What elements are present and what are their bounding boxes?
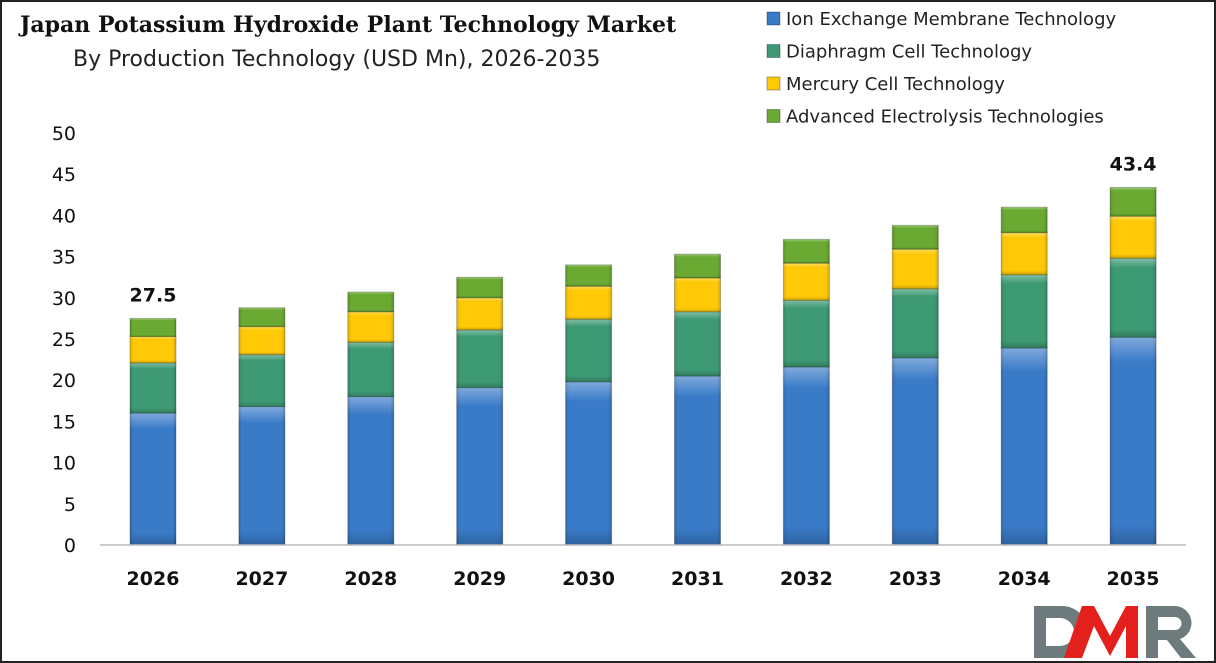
bar-stack-2026 xyxy=(129,317,177,546)
y-axis: 0 5 10 15 20 25 30 35 40 45 50 xyxy=(52,123,76,557)
x-tick-label: 2034 xyxy=(998,568,1051,590)
chart-title: Japan Potassium Hydroxide Plant Technolo… xyxy=(18,12,677,38)
bar-segment xyxy=(1109,336,1157,546)
data-label: 27.5 xyxy=(130,284,177,306)
bar-segment xyxy=(782,366,830,546)
bar-segment xyxy=(1000,206,1048,234)
bar-stack-2034 xyxy=(1000,206,1048,546)
data-labels: 27.5 43.4 xyxy=(130,153,1157,306)
bar-segment xyxy=(129,412,177,546)
bar-segment xyxy=(1109,257,1157,338)
bar-segment xyxy=(674,311,721,377)
bar-segment xyxy=(1109,215,1157,259)
legend-swatch xyxy=(766,11,781,26)
bar-stack-2029 xyxy=(456,276,504,546)
bar-segment xyxy=(129,317,177,338)
legend-item: Mercury Cell Technology xyxy=(766,74,1005,95)
x-tick-label: 2032 xyxy=(780,568,833,590)
y-tick-label: 45 xyxy=(52,164,76,186)
bar-segment xyxy=(565,381,613,546)
y-tick-label: 15 xyxy=(52,411,76,433)
y-tick-label: 5 xyxy=(64,494,76,516)
bar-segment xyxy=(565,318,613,383)
bar-segment xyxy=(674,253,721,279)
y-tick-label: 50 xyxy=(52,123,76,145)
y-tick-label: 35 xyxy=(52,247,76,269)
legend-label: Advanced Electrolysis Technologies xyxy=(786,107,1104,128)
bar-segment xyxy=(782,262,830,301)
bar-segment xyxy=(565,264,613,287)
legend-swatch xyxy=(766,76,781,91)
y-tick-label: 30 xyxy=(52,288,76,310)
x-tick-label: 2031 xyxy=(671,568,724,590)
bar-segment xyxy=(129,362,177,414)
bar-segment xyxy=(1000,347,1048,546)
bar-segment xyxy=(674,375,721,546)
y-tick-label: 20 xyxy=(52,370,76,392)
x-tick-label: 2026 xyxy=(127,568,180,590)
legend-item: Advanced Electrolysis Technologies xyxy=(766,107,1104,128)
x-tick-label: 2029 xyxy=(453,568,506,590)
x-tick-label: 2027 xyxy=(235,568,288,590)
x-tick-label: 2030 xyxy=(562,568,615,590)
chart-subtitle: By Production Technology (USD Mn), 2026-… xyxy=(73,47,600,72)
legend-item: Ion Exchange Membrane Technology xyxy=(766,9,1117,30)
legend-label: Ion Exchange Membrane Technology xyxy=(786,9,1117,30)
y-tick-label: 25 xyxy=(52,329,76,351)
bar-stack-2027 xyxy=(238,307,286,546)
bar-segment xyxy=(347,396,395,546)
bar-segment xyxy=(565,285,613,320)
bar-segment xyxy=(238,354,286,408)
bar-segment xyxy=(1000,232,1048,276)
legend-item: Diaphragm Cell Technology xyxy=(766,42,1032,63)
bar-segment xyxy=(1000,274,1048,349)
bar-segment xyxy=(238,326,286,356)
bar-stack-2032 xyxy=(782,238,830,546)
bar-segment xyxy=(456,297,504,331)
bar-segment xyxy=(456,387,504,546)
bar-segment xyxy=(891,224,939,250)
bar-segment xyxy=(129,336,177,364)
bar-segment xyxy=(891,288,939,359)
bar-stack-2028 xyxy=(347,291,395,546)
bar-segment xyxy=(347,311,395,343)
bar-segment xyxy=(891,248,939,290)
bar-segment xyxy=(782,238,830,264)
data-label: 43.4 xyxy=(1110,153,1157,175)
x-axis: 2026 2027 2028 2029 2030 2031 2032 2033 2034 2035 xyxy=(127,568,1160,590)
legend-label: Mercury Cell Technology xyxy=(786,74,1005,95)
bar-segment xyxy=(782,299,830,368)
legend-swatch xyxy=(766,44,781,58)
bar-segment xyxy=(674,277,721,313)
bar-stack-2030 xyxy=(565,264,613,546)
legend-swatch xyxy=(766,109,781,123)
bar-stack-2031 xyxy=(674,253,721,546)
bars xyxy=(129,186,1157,546)
bar-segment xyxy=(1109,186,1157,217)
bar-segment xyxy=(891,357,939,546)
bar-segment xyxy=(238,307,286,328)
bar-segment xyxy=(347,291,395,313)
x-tick-label: 2033 xyxy=(889,568,942,590)
bar-segment xyxy=(456,276,504,299)
y-tick-label: 10 xyxy=(52,453,76,475)
y-tick-label: 40 xyxy=(52,205,76,227)
x-tick-label: 2028 xyxy=(344,568,397,590)
x-tick-label: 2035 xyxy=(1107,568,1160,590)
bar-segment xyxy=(347,341,395,398)
bar-segment xyxy=(238,406,286,546)
bar-segment xyxy=(456,329,504,389)
y-tick-label: 0 xyxy=(64,535,76,557)
bar-stack-2035 xyxy=(1109,186,1157,546)
dmr-logo xyxy=(1034,606,1196,658)
legend-label: Diaphragm Cell Technology xyxy=(786,42,1032,63)
legend: Ion Exchange Membrane Technology Diaphrag… xyxy=(766,9,1117,128)
bar-stack-2033 xyxy=(891,224,939,546)
